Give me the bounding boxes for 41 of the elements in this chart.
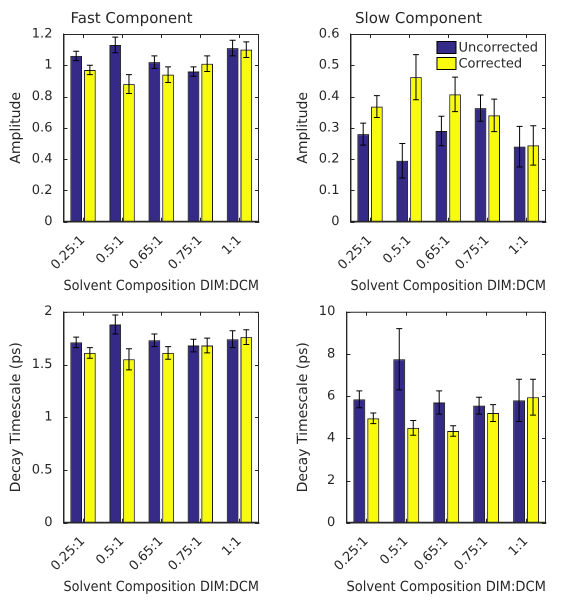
y-axis-title: Amplitude [295, 92, 312, 164]
y-tick-label: 8 [327, 346, 336, 362]
y-tick-label: 0 [327, 515, 336, 530]
x-axis-title: Solvent Composition DIM:DCM [64, 278, 259, 294]
y-tick-label: 0 [44, 515, 52, 530]
x-axis-title: Solvent Composition DIM:DCM [346, 578, 546, 596]
y-tick-label: 0.4 [32, 152, 52, 167]
y-tick-label: 0 [44, 214, 52, 230]
x-tick-label: 1:1 [219, 232, 245, 258]
y-tick-label: 0.5 [318, 58, 340, 73]
y-tick-label: 0.5 [32, 462, 52, 478]
y-tick-label: 0.6 [318, 26, 340, 42]
legend-label: Corrected [458, 56, 522, 72]
y-tick-label: 0.2 [318, 152, 340, 167]
y-tick-label: 2 [327, 472, 336, 488]
y-tick-label: 0.6 [32, 120, 52, 136]
y-tick-label: 4 [327, 430, 336, 446]
y-axis-title: Decay Timescale (ps) [295, 342, 312, 492]
x-axis-title: Solvent Composition DIM:DCM [350, 278, 546, 294]
y-tick-label: 1 [44, 58, 52, 73]
y-axis-title: Decay Timescale (ps) [8, 342, 24, 492]
legend-label: Uncorrected [458, 40, 538, 56]
y-tick-label: 0.8 [32, 88, 52, 104]
y-tick-label: 0.4 [318, 88, 340, 104]
y-axis-title: Amplitude [8, 92, 24, 164]
x-tick-label: 1:1 [506, 232, 532, 258]
y-tick-label: 0.2 [32, 182, 52, 198]
x-axis-title: Solvent Composition DIM:DCM [64, 580, 259, 596]
y-tick-label: 1 [44, 410, 52, 425]
chart-title: Fast Component [70, 8, 193, 27]
y-tick-label: 0.1 [318, 182, 340, 198]
y-tick-label: 1.5 [32, 356, 52, 372]
y-tick-label: 1.2 [32, 26, 52, 42]
y-tick-label: 6 [327, 388, 336, 404]
chart-title: Slow Component [355, 8, 482, 27]
y-tick-label: 0.3 [318, 120, 340, 136]
y-tick-label: 0 [331, 214, 340, 230]
x-tick-label: 1:1 [219, 534, 245, 560]
y-tick-label: 2 [44, 304, 52, 320]
x-tick-label: 1:1 [506, 534, 532, 560]
y-tick-label: 10 [318, 304, 336, 320]
